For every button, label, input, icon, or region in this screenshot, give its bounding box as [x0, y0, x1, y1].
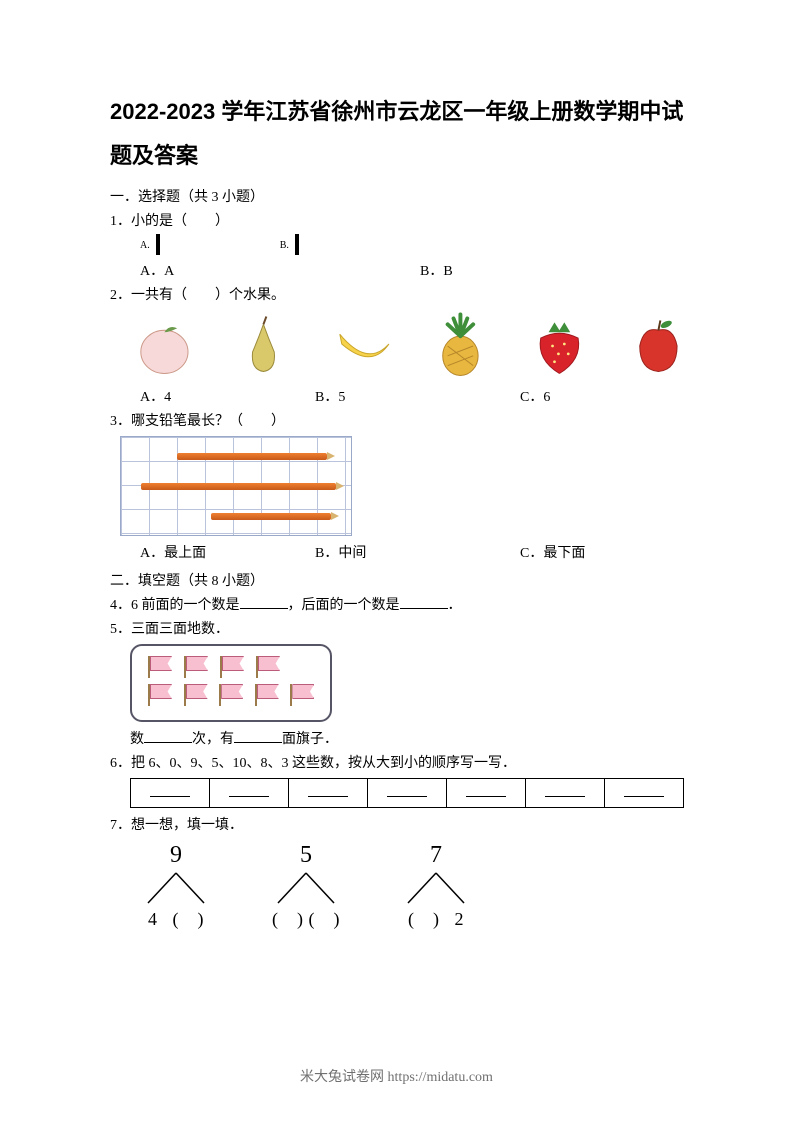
bond1-top: 9: [136, 842, 216, 869]
flag-row-2: [146, 684, 316, 706]
bond-1: 9 4 ( ): [136, 842, 216, 931]
q6-cell[interactable]: [447, 779, 526, 808]
q2-answers: A．4 B．5 C．6: [140, 386, 693, 406]
pencil-bottom: [211, 513, 331, 520]
banana-icon: [328, 310, 397, 380]
q3-answer-a: A．最上面: [140, 542, 315, 562]
bond1-bottom: 4 ( ): [136, 905, 216, 931]
bond1-right[interactable]: ( ): [173, 909, 205, 929]
strawberry-icon: [525, 310, 594, 380]
bond2-top: 5: [266, 842, 346, 869]
q5-blank2[interactable]: [234, 728, 282, 743]
q4-blank1[interactable]: [240, 594, 288, 609]
apple-icon: [624, 310, 693, 380]
flag-icon: [182, 656, 210, 678]
q6-cell[interactable]: [526, 779, 605, 808]
bond-branches-icon: [396, 871, 476, 905]
q7-bonds: 9 4 ( ) 5 ( ) ( ) 7 ( ) 2: [136, 842, 693, 931]
q4-pre: 4．6 前面的一个数是: [110, 598, 240, 613]
q6-cell[interactable]: [289, 779, 368, 808]
q3-answer-c: C．最下面: [520, 542, 585, 562]
flag-icon: [182, 684, 210, 706]
bond3-right: 2: [455, 909, 465, 929]
bond-branches-icon: [266, 871, 346, 905]
q2-fruits: [130, 310, 693, 380]
q6-text: 6．把 6、0、9、5、10、8、3 这些数，按从大到小的顺序写一写．: [110, 752, 693, 772]
flag-row-1: [146, 656, 316, 678]
bond1-left: 4: [148, 909, 158, 929]
bond2-left[interactable]: ( ): [272, 909, 304, 929]
q4-blank2[interactable]: [400, 594, 448, 609]
q4-mid: ，后面的一个数是: [288, 598, 400, 613]
q1-figA-label: A.: [140, 240, 150, 251]
q6-cell[interactable]: [368, 779, 447, 808]
q6-cell[interactable]: [210, 779, 289, 808]
q3-pencil-grid: [120, 436, 352, 536]
shape-small: [295, 236, 299, 254]
bond2-bottom: ( ) ( ): [266, 905, 346, 931]
pear-icon: [229, 310, 298, 380]
pineapple-icon: [426, 310, 495, 380]
flag-icon: [288, 684, 316, 706]
q2-text: 2．一共有（ ）个水果。: [110, 284, 693, 304]
q5-post: 面旗子．: [282, 732, 338, 747]
bond-2: 5 ( ) ( ): [266, 842, 346, 931]
q1-figB-label: B.: [280, 240, 289, 251]
section2-header: 二．填空题（共 8 小题）: [110, 570, 693, 590]
q1-option-a-figure: A.: [140, 236, 160, 254]
q2-answer-a: A．4: [140, 386, 315, 406]
section1-header: 一．选择题（共 3 小题）: [110, 186, 693, 206]
q1-figure: A. B.: [130, 236, 693, 254]
pencil-middle: [141, 483, 336, 490]
q2-answer-c: C．6: [520, 386, 550, 406]
pencil-top: [177, 453, 327, 460]
bond2-right[interactable]: ( ): [309, 909, 341, 929]
q5-answer-line: 数 次，有 面旗子．: [130, 728, 693, 748]
flag-icon: [146, 684, 174, 706]
page-title: 2022-2023 学年江苏省徐州市云龙区一年级上册数学期中试题及答案: [110, 90, 693, 178]
q7-text: 7．想一想，填一填．: [110, 814, 693, 834]
q2-answer-b: B．5: [315, 386, 520, 406]
shape-large: [156, 236, 160, 254]
flag-icon: [253, 684, 281, 706]
peach-icon: [130, 310, 199, 380]
q1-answer-a: A．A: [140, 260, 420, 280]
page-footer: 米大兔试卷网 https://midatu.com: [0, 1066, 793, 1086]
bond3-top: 7: [396, 842, 476, 869]
q1-answers: A．A B．B: [140, 260, 693, 280]
q1-text: 1．小的是（ ）: [110, 210, 693, 230]
q6-cell[interactable]: [131, 779, 210, 808]
q1-option-b-figure: B.: [280, 236, 299, 254]
bond-3: 7 ( ) 2: [396, 842, 476, 931]
q6-order-table: [130, 778, 684, 808]
q1-answer-b: B．B: [420, 260, 453, 280]
q5-blank1[interactable]: [144, 728, 192, 743]
flag-icon: [218, 656, 246, 678]
q3-answers: A．最上面 B．中间 C．最下面: [140, 542, 693, 562]
q6-cell[interactable]: [605, 779, 684, 808]
flag-icon: [254, 656, 282, 678]
q4-line: 4．6 前面的一个数是 ，后面的一个数是 ．: [110, 594, 693, 614]
q5-pre: 数: [130, 732, 144, 747]
q5-text: 5．三面三面地数．: [110, 618, 693, 638]
q4-post: ．: [448, 598, 462, 613]
q3-answer-b: B．中间: [315, 542, 520, 562]
q3-text: 3．哪支铅笔最长？（ ）: [110, 410, 693, 430]
q5-mid: 次，有: [192, 732, 234, 747]
bond3-bottom: ( ) 2: [396, 905, 476, 931]
exam-page: 2022-2023 学年江苏省徐州市云龙区一年级上册数学期中试题及答案 一．选择…: [0, 0, 793, 1122]
q5-flag-box: [130, 644, 332, 722]
flag-icon: [217, 684, 245, 706]
bond-branches-icon: [136, 871, 216, 905]
bond3-left[interactable]: ( ): [408, 909, 440, 929]
flag-icon: [146, 656, 174, 678]
